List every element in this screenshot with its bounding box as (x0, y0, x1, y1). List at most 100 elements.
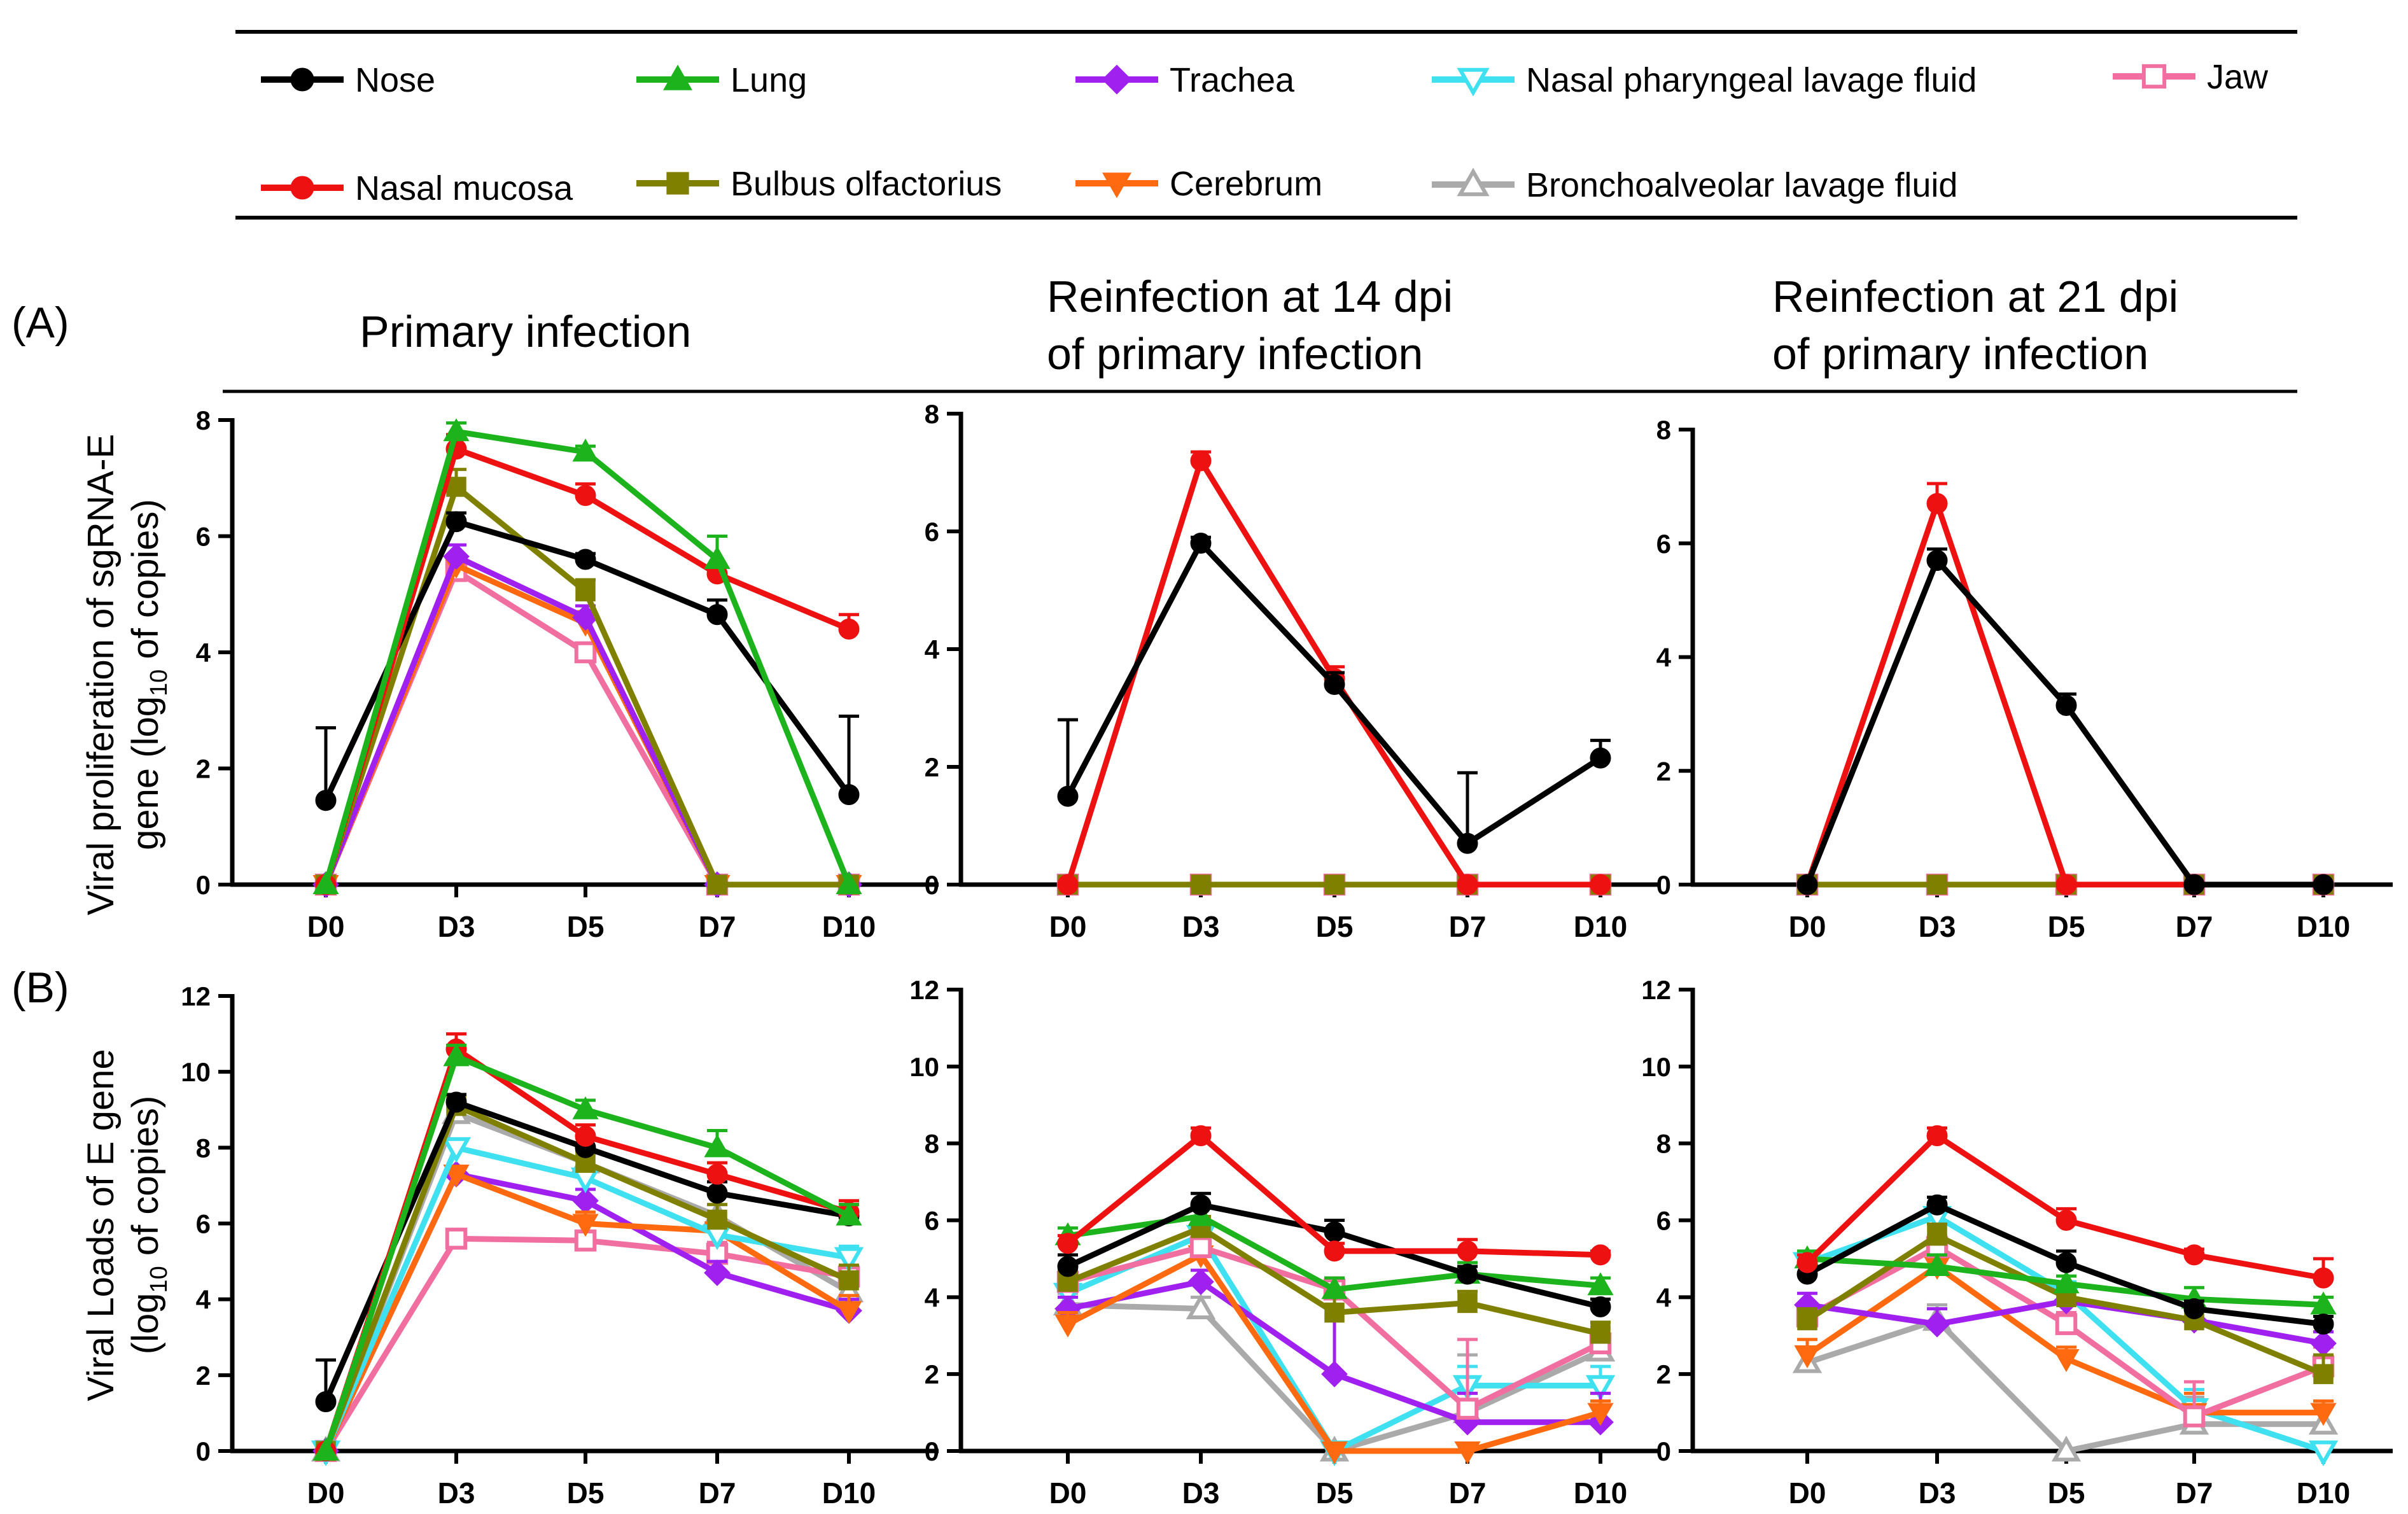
legend-item-trachea: Trachea (1075, 61, 1295, 99)
data-point-lung (2310, 1291, 2337, 1315)
data-point-mucosa (2313, 1267, 2334, 1289)
data-point-nose (1796, 874, 1818, 895)
header-reinfection-14-line2: of primary infection (1047, 329, 1423, 379)
data-point-nose (1324, 674, 1345, 695)
y-title-a-sub: 10 (146, 669, 172, 696)
x-tick-label: D3 (438, 910, 475, 943)
data-point-mucosa (1190, 1125, 1212, 1147)
data-point-nose (575, 549, 596, 570)
x-tick-label: D0 (307, 1476, 345, 1510)
y-tick-label: 2 (1656, 1359, 1671, 1389)
series-bulbus (316, 468, 859, 895)
data-point-lung (1321, 1276, 1348, 1300)
y-title-a-line2-post: of copies) (125, 499, 166, 669)
data-point-trachea (1924, 1310, 1950, 1338)
data-point-nose (1324, 1221, 1345, 1243)
data-point-trachea (2310, 1329, 2337, 1357)
data-point-nose (315, 1391, 337, 1413)
y-title-a: Viral proliferation of sgRNA-E gene (log… (80, 434, 172, 915)
x-tick-label: D10 (822, 1476, 876, 1510)
chart-A3: 0 2 4 6 8 D0 D3 D5 D7 D10 (1656, 415, 2393, 943)
data-point-mucosa (1926, 493, 1948, 514)
y-tick-label: 8 (1656, 415, 1671, 445)
x-tick-label: D7 (1449, 1476, 1487, 1510)
data-point-nose (1190, 1194, 1212, 1216)
data-point-nose (1457, 1263, 1478, 1285)
x-tick-label: D3 (438, 1476, 475, 1510)
series-nose (1796, 547, 2334, 895)
data-point-jaw (2183, 1405, 2206, 1427)
y-tick-label: 6 (925, 517, 939, 547)
data-point-bulbus (1590, 1323, 1611, 1344)
y-tick-label: 12 (1641, 975, 1671, 1005)
data-point-nose (2183, 1298, 2205, 1319)
legend-marker-trachea (1102, 64, 1132, 95)
data-point-bulbus (1927, 1225, 1947, 1246)
data-point-jaw (2055, 1313, 2078, 1335)
x-tick-label: D5 (2048, 910, 2085, 943)
series-mucosa (1057, 1125, 1611, 1266)
data-point-nose (1057, 785, 1079, 807)
data-point-lung (312, 871, 339, 894)
x-tick-label: D3 (1919, 1476, 1956, 1510)
y-tick-label: 6 (196, 1209, 211, 1239)
x-tick-label: D7 (1449, 910, 1487, 943)
data-point-jaw (574, 641, 597, 664)
data-point-nose (1926, 1194, 1948, 1216)
legend-marker-mucosa (290, 176, 314, 200)
data-point-mucosa (1457, 1240, 1478, 1262)
data-point-mucosa (2183, 1244, 2205, 1266)
data-point-nose (706, 604, 728, 626)
data-point-mucosa (706, 1163, 728, 1185)
legend-label-mucosa: Nasal mucosa (355, 169, 573, 207)
data-point-bulbus (1457, 1293, 1478, 1314)
y-tick-label: 10 (909, 1052, 939, 1082)
data-point-bulbus (1324, 874, 1345, 895)
y-tick-label: 10 (181, 1057, 211, 1087)
x-tick-label: D5 (1316, 1476, 1354, 1510)
x-tick-label: D10 (2297, 910, 2350, 943)
y-tick-label: 8 (925, 1129, 939, 1159)
svg-text:Viral Loads of E gene: Viral Loads of E gene (80, 1049, 122, 1401)
data-point-balf (1186, 1293, 1216, 1319)
legend-item-nose: Nose (261, 61, 435, 99)
data-point-mucosa (1457, 874, 1478, 895)
x-tick-label: D0 (307, 910, 345, 943)
y-tick-label: 4 (925, 634, 940, 664)
data-point-nose (1590, 1296, 1611, 1317)
legend-item-cerebrum: Cerebrum (1075, 165, 1322, 203)
data-point-nose (838, 784, 860, 806)
data-point-lung (704, 545, 731, 569)
y-tick-label: 6 (1656, 529, 1671, 559)
x-tick-label: D5 (567, 910, 605, 943)
y-tick-label: 2 (925, 1359, 939, 1389)
x-tick-label: D10 (1574, 1476, 1627, 1510)
y-tick-label: 6 (925, 1206, 939, 1236)
y-title-a-line2-pre: gene (log (125, 696, 166, 850)
data-point-nplf (1585, 1375, 1616, 1401)
y-tick-label: 0 (1656, 1436, 1671, 1466)
panel-a-label: (A) (11, 298, 69, 347)
header-reinfection-14-line1: Reinfection at 14 dpi (1047, 272, 1453, 321)
data-point-bulbus (575, 1153, 596, 1173)
y-title-b-line2-pre: (log (125, 1293, 166, 1355)
y-tick-label: 0 (925, 1436, 939, 1466)
data-point-mucosa (2055, 1210, 2077, 1231)
legend-label-bulbus: Bulbus olfactorius (731, 165, 1002, 203)
y-title-a-line1: Viral proliferation of sgRNA-E (80, 434, 122, 915)
series-trachea (312, 1161, 862, 1464)
legend-marker-bulbus (666, 172, 689, 195)
y-tick-label: 2 (1656, 756, 1671, 786)
data-point-nplf (2308, 1440, 2339, 1467)
y-tick-label: 2 (196, 1361, 211, 1391)
data-point-nose (2183, 874, 2205, 895)
data-point-nose (1057, 1256, 1079, 1277)
legend-item-jaw: Jaw (2113, 58, 2269, 96)
legend-label-nplf: Nasal pharyngeal lavage fluid (1526, 61, 1977, 99)
data-point-jaw (1189, 1236, 1212, 1259)
data-point-lung (572, 438, 599, 462)
legend-marker-jaw (2141, 64, 2167, 89)
data-point-nose (706, 1182, 728, 1204)
x-tick-label: D3 (1182, 1476, 1220, 1510)
